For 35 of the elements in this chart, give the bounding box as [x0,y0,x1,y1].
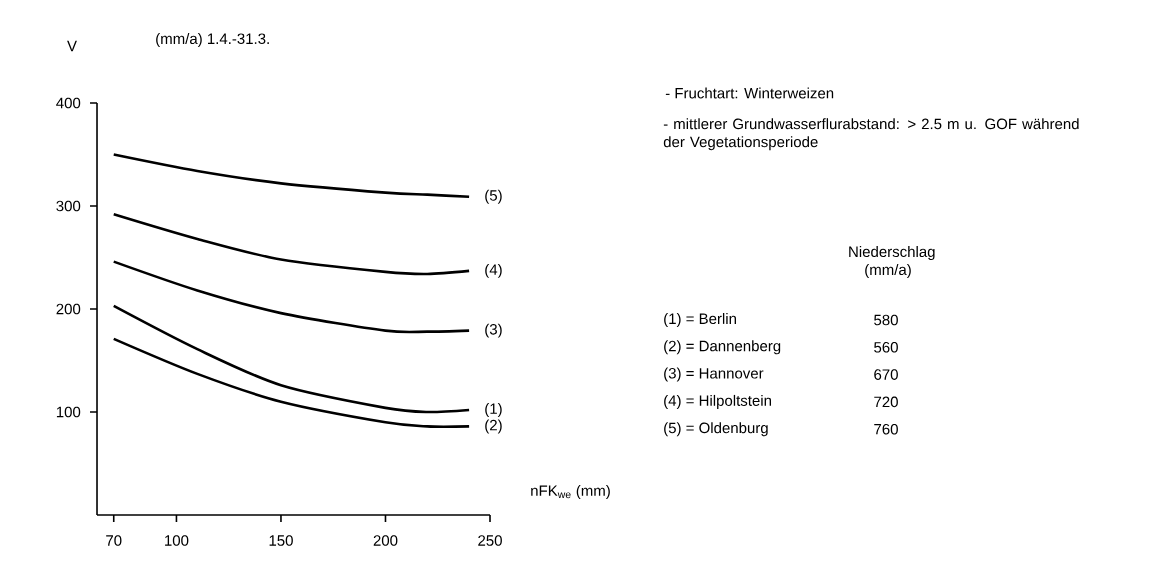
line-series [112,260,471,334]
text: 760 [874,423,898,435]
line-series [112,304,471,414]
chart-title: (mm/a) 1.4.-31.3. [156,33,269,47]
text: (3) = Hannover [664,367,764,382]
text: - mittlerer Grundwasserflurabstand: > 2.5 m u. GOF während der Vegetationsperiode [663,118,1079,151]
text: 580 [874,314,898,326]
text: 720 [874,396,898,408]
series-label: (3) [485,323,502,338]
series-label: (5) [485,189,502,204]
x-axis-title: nFK$_{we}$ (mm) [531,485,610,499]
y-tick-label: 200 [56,303,81,315]
line-series [112,212,471,276]
x-tick-label: 250 [478,535,502,546]
y-tick-label: 100 [56,406,81,418]
text: (2) = Dannenberg [664,340,781,355]
text: (1) = Berlin [664,313,736,327]
series-label: (1) [485,402,502,417]
y-axis-title: V [67,40,77,52]
series-label: (4) [485,263,502,278]
x-tick-label: 150 [269,535,293,546]
line-series [112,153,471,199]
text: 560 [874,341,898,353]
y-tick-label: 300 [56,200,81,212]
y-tick-label: 400 [56,97,81,109]
line-series [112,337,471,428]
text: (4) = Hilpoltstein [664,394,771,409]
x-tick-label: 100 [165,535,189,546]
text: (5) = Oldenburg [664,422,768,437]
text: - Fruchtart: Winterweizen [665,87,834,99]
text: Niederschlag (mm/a) [849,246,935,278]
text: 670 [874,369,898,380]
x-tick-label: 70 [106,535,122,546]
series-label: (2) [485,419,502,434]
x-tick-label: 200 [373,535,398,546]
